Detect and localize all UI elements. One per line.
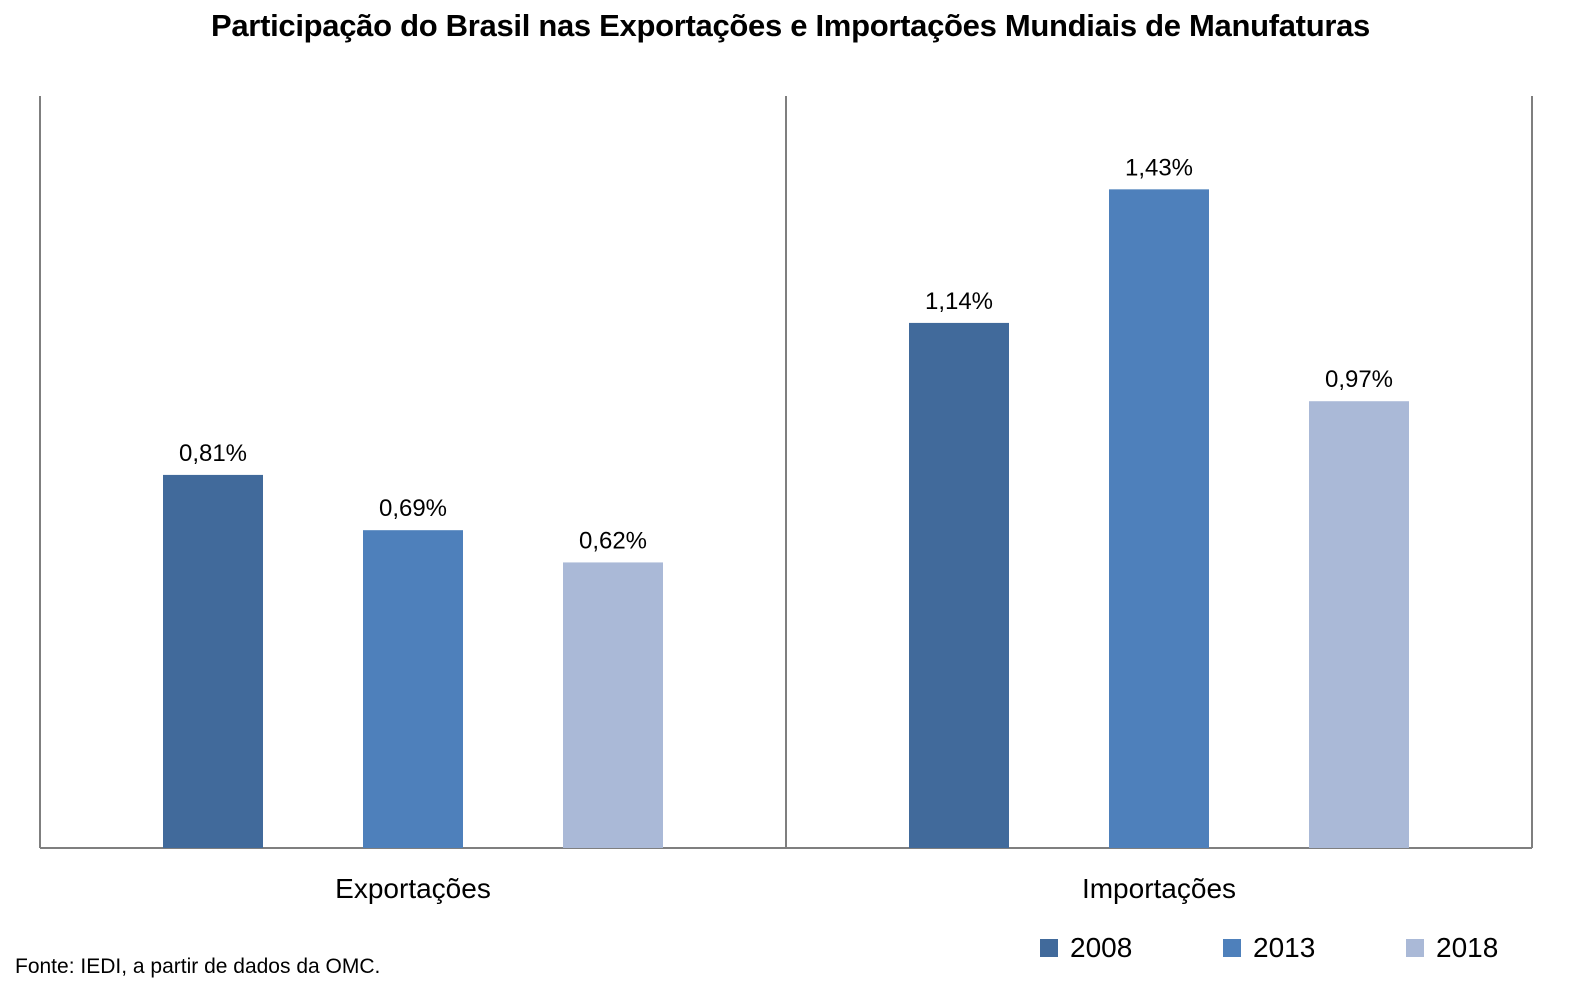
data-label-2008-0: 0,81% bbox=[179, 440, 247, 467]
bars-group bbox=[163, 189, 1409, 849]
legend-swatch bbox=[1040, 939, 1058, 957]
legend-swatch bbox=[1223, 939, 1241, 957]
legend-label: 2008 bbox=[1070, 932, 1133, 963]
data-label-2008-1: 1,14% bbox=[925, 288, 993, 315]
bar-2008-1 bbox=[909, 322, 1009, 848]
category-label-1: Importações bbox=[1082, 873, 1236, 904]
legend-item-2018: 2018 bbox=[1406, 928, 1498, 968]
legend-label: 2018 bbox=[1436, 932, 1499, 963]
data-label-2018-1: 0,97% bbox=[1325, 366, 1393, 393]
legend-label: 2013 bbox=[1253, 932, 1316, 963]
data-label-2018-0: 0,62% bbox=[579, 527, 647, 554]
data-label-2013-1: 1,43% bbox=[1125, 154, 1193, 181]
category-label-0: Exportações bbox=[335, 873, 491, 904]
chart-legend: 2008 2013 2018 bbox=[1040, 928, 1540, 968]
chart-axes bbox=[39, 96, 1533, 849]
data-labels-group: 0,81% 0,69% 0,62% 1,14% 1,43% 0,97% bbox=[179, 154, 1393, 554]
bar-2013-1 bbox=[1109, 189, 1209, 849]
source-note: Fonte: IEDI, a partir de dados da OMC. bbox=[15, 955, 381, 978]
bar-2008-0 bbox=[163, 474, 263, 848]
legend-swatch bbox=[1406, 939, 1424, 957]
bar-2013-0 bbox=[363, 530, 463, 848]
legend-item-2013: 2013 bbox=[1223, 928, 1315, 968]
legend-item-2008: 2008 bbox=[1040, 928, 1132, 968]
data-label-2013-0: 0,69% bbox=[379, 495, 447, 522]
category-labels-group: Exportações Importações bbox=[335, 873, 1236, 904]
bar-2018-0 bbox=[563, 562, 663, 848]
bar-2018-1 bbox=[1309, 401, 1409, 848]
chart-title: Participação do Brasil nas Exportações e… bbox=[210, 8, 1370, 43]
